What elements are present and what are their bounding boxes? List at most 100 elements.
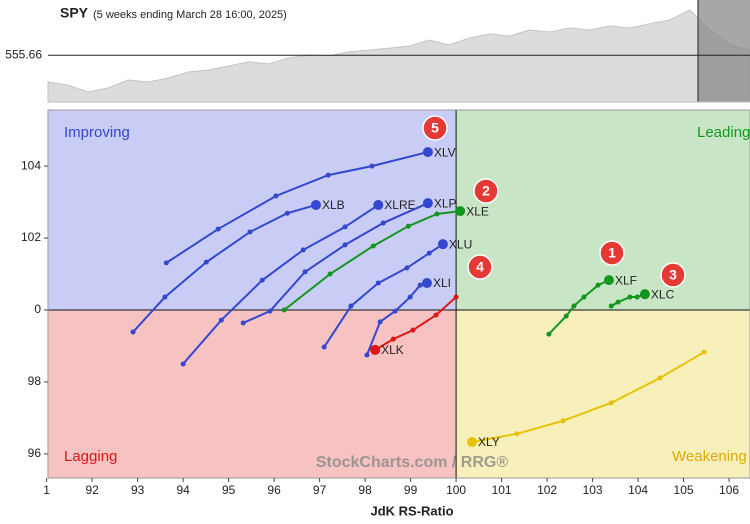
tail-point [348,303,354,309]
tail-point [369,163,375,169]
rrg-panel: Improving Leading Lagging Weakening StockCha… [21,109,750,497]
tail-head [421,278,432,289]
quadrant-label: Lagging [64,448,117,465]
series-label: XLY [478,435,500,449]
tail-point [370,243,376,249]
tail-line [182,204,379,365]
x-tick-label: 95 [222,483,236,497]
series-label: XLF [615,273,637,287]
x-tick-label: 1 [43,483,50,497]
tail-point [130,329,136,335]
badge-number: 3 [669,267,677,283]
tail-point [284,210,290,216]
plot-border [47,109,750,479]
tail-point [571,303,577,309]
tail-point [627,294,633,300]
tail-point [342,224,348,230]
tail-point [546,331,552,337]
tail-point [514,431,520,437]
tail-head [455,206,466,217]
badge [599,240,625,266]
tail-point [215,226,221,232]
tail-head [639,289,650,300]
y-tick-label: 104 [21,158,41,172]
tail-point [375,280,381,286]
x-tick-label: 98 [358,483,372,497]
tail-line [242,202,429,324]
benchmark-area [47,9,750,103]
tail-point [657,375,663,381]
x-tick-label: 103 [583,483,603,497]
y-tick-label: 0 [34,302,41,316]
tail-line [165,151,429,264]
tail-point [581,294,587,300]
tail-point [273,193,279,199]
shaded-period [698,0,750,102]
tail-point [163,260,169,266]
x-axis-label: JdK RS-Ratio [370,503,453,518]
series-label: XLRE [384,198,415,212]
x-tick-label: 104 [628,483,648,497]
tail-point [247,229,253,235]
tail-point [595,282,601,288]
quadrant-label: Leading [697,124,750,141]
tail-point [300,247,306,253]
tail-point [615,299,621,305]
x-tick-label: 99 [404,483,418,497]
tail-point [410,327,416,333]
y-tick-label: 96 [28,446,42,460]
series-label: XLP [434,196,457,210]
badge [467,254,493,280]
badge [473,178,499,204]
tail-point [162,294,168,300]
tail-head [373,199,384,210]
tail-point [701,349,707,355]
tail-head [422,198,433,209]
tail-head [310,199,321,210]
tail-point [180,361,186,367]
benchmark-panel: 555.66 SPY (5 weeks ending March 28 16:00,… [5,0,750,103]
x-tick-label: 102 [537,483,557,497]
tail-head [467,437,478,448]
tail-point [407,294,413,300]
x-tick-label: 92 [85,483,99,497]
badge-number: 4 [476,259,484,275]
series-label: XLV [434,145,456,159]
tail-point [434,211,440,217]
benchmark-name: SPY [60,5,89,21]
x-tick-label: 105 [674,483,694,497]
tail-point [203,259,209,265]
series-label: XLI [433,276,451,290]
tail-point [417,282,423,288]
tail-point [608,400,614,406]
y-tick-label: 102 [21,230,41,244]
tail-point [426,250,432,256]
tail-head [437,239,448,250]
badge-number: 2 [482,183,490,199]
x-tick-label: 93 [131,483,145,497]
quadrant-leading [456,110,750,311]
tail-point [453,294,459,300]
badge-number: 1 [608,245,616,261]
tail-line [471,351,705,444]
tail-point [302,269,308,275]
tail-point [240,320,246,326]
series-label: XLK [381,343,404,357]
tail-point [325,172,331,178]
tail-point [377,319,383,325]
x-tick-label: 97 [313,483,327,497]
tail-point [342,242,348,248]
tail-line [323,243,444,348]
tail-head [370,344,381,355]
tail-point [281,307,287,313]
y-tick-label: 98 [28,374,42,388]
x-tick-label: 94 [176,483,190,497]
tail-point [634,294,640,300]
badge-number: 5 [431,120,439,136]
quadrant-label: Weakening [672,448,747,465]
quadrant-lagging [48,310,457,478]
series-label: XLU [449,237,472,251]
series-label: XLB [322,198,345,212]
tail-point [608,303,614,309]
tail-point [267,308,273,314]
